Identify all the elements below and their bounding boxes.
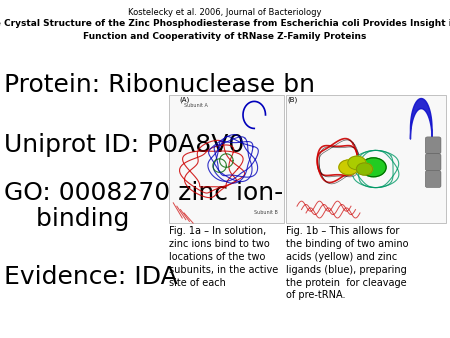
Text: (A): (A): [179, 96, 189, 103]
Circle shape: [356, 163, 373, 175]
FancyBboxPatch shape: [425, 154, 441, 171]
Text: Fig. 1b – This allows for
the binding of two amino
acids (yellow) and zinc
ligan: Fig. 1b – This allows for the binding of…: [286, 226, 408, 300]
FancyBboxPatch shape: [425, 137, 441, 154]
Text: Protein: Ribonuclease bn: Protein: Ribonuclease bn: [4, 72, 315, 97]
Text: (B): (B): [287, 96, 297, 103]
Circle shape: [361, 158, 386, 177]
Text: The Crystal Structure of the Zinc Phosphodiesterase from Escherichia coli Provid: The Crystal Structure of the Zinc Phosph…: [0, 19, 450, 28]
Text: Evidence: IDA: Evidence: IDA: [4, 265, 178, 289]
FancyBboxPatch shape: [169, 95, 284, 223]
Text: Uniprot ID: P0A8V0: Uniprot ID: P0A8V0: [4, 133, 245, 158]
FancyBboxPatch shape: [286, 95, 446, 223]
Circle shape: [348, 156, 366, 170]
Text: Subunit A: Subunit A: [184, 103, 208, 108]
Text: Fig. 1a – In solution,
zinc ions bind to two
locations of the two
subunits, in t: Fig. 1a – In solution, zinc ions bind to…: [169, 226, 278, 288]
Text: Function and Cooperativity of tRNase Z-Family Proteins: Function and Cooperativity of tRNase Z-F…: [83, 32, 367, 41]
Circle shape: [339, 160, 359, 175]
FancyBboxPatch shape: [425, 171, 441, 188]
Text: Kostelecky et al. 2006, Journal of Bacteriology: Kostelecky et al. 2006, Journal of Bacte…: [128, 8, 322, 18]
Text: GO: 0008270 zinc ion-
    binding: GO: 0008270 zinc ion- binding: [4, 181, 284, 231]
Text: Subunit B: Subunit B: [254, 210, 278, 215]
